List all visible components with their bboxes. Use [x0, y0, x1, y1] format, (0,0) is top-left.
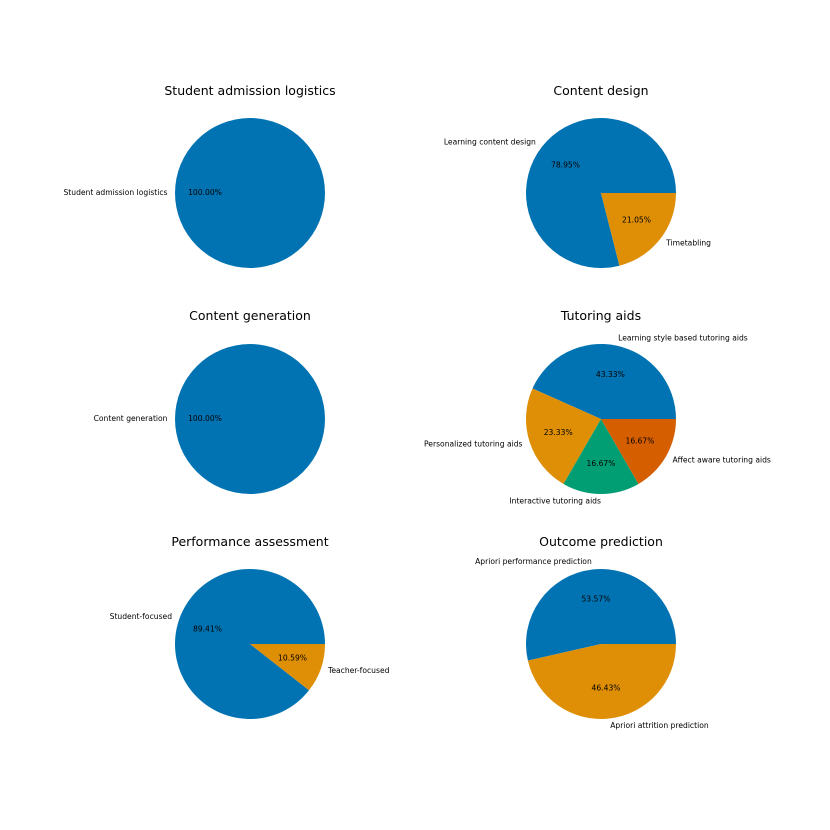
pie-slice-learning-content-design	[526, 117, 676, 268]
slice-label: Learning content design	[444, 137, 536, 146]
pie-slice-apriori-attrition-prediction	[527, 644, 676, 719]
pie-title: Tutoring aids	[560, 308, 641, 323]
pie-title: Content generation	[189, 308, 311, 323]
slice-percent-label: 89.41%	[193, 624, 222, 633]
slice-percent-label: 100.00%	[188, 414, 222, 423]
pie-title: Student admission logistics	[164, 83, 335, 98]
pie-performance-assessment: Performance assessment Student-focused 89.…	[110, 534, 390, 719]
slice-label: Teacher-focused	[327, 666, 390, 675]
pie-student-admission-logistics: Student admission logistics Student admis…	[63, 83, 336, 268]
pie-title: Outcome prediction	[539, 534, 663, 549]
slice-label: Timetabling	[665, 239, 711, 248]
slice-percent-label: 16.67%	[625, 437, 654, 446]
pie-slice-content-generation	[175, 344, 325, 494]
pie-content-generation: Content generation Content generation 100.…	[94, 308, 325, 494]
slice-percent-label: 100.00%	[188, 188, 222, 197]
slice-label: Content generation	[94, 414, 168, 423]
slice-percent-label: 10.59%	[278, 654, 307, 663]
slice-label: Personalized tutoring aids	[424, 439, 523, 448]
slice-label: Affect aware tutoring aids	[672, 455, 770, 464]
pie-slice-teacher-focused	[250, 644, 325, 691]
pie-tutoring-aids: Tutoring aids Learning style based tutori…	[424, 308, 771, 506]
slice-label: Interactive tutoring aids	[509, 497, 601, 506]
slice-label: Apriori performance prediction	[475, 557, 592, 566]
slice-percent-label: 23.33%	[544, 428, 573, 437]
pie-slice-learning-style-based-tutoring-aids	[532, 343, 676, 419]
pie-slice-interactive-tutoring-aids	[563, 419, 639, 495]
slice-percent-label: 21.05%	[622, 216, 651, 225]
pie-slice-personalized-tutoring-aids	[525, 388, 601, 484]
slice-percent-label: 16.67%	[587, 459, 616, 468]
pie-title: Performance assessment	[171, 534, 328, 549]
pie-slice-affect-aware-tutoring-aids	[601, 419, 676, 484]
slice-label: Apriori attrition prediction	[610, 721, 709, 730]
slice-label: Student-focused	[110, 612, 173, 621]
pie-outcome-prediction: Outcome prediction Apriori performance pr…	[475, 534, 709, 730]
pie-slice-student-admission-logistics	[175, 118, 325, 268]
slice-percent-label: 46.43%	[592, 684, 621, 693]
pie-content-design: Content design Learning content design 78.…	[444, 83, 711, 268]
slice-percent-label: 53.57%	[581, 594, 610, 603]
slice-percent-label: 43.33%	[596, 370, 625, 379]
pie-slice-student-focused	[174, 568, 326, 719]
slice-percent-label: 78.95%	[551, 160, 580, 169]
slice-label: Student admission logistics	[63, 188, 167, 197]
slice-label: Learning style based tutoring aids	[618, 333, 748, 342]
pie-title: Content design	[553, 83, 648, 98]
pie-slice-apriori-performance-prediction	[526, 568, 676, 661]
pie-slice-timetabling	[601, 193, 676, 266]
